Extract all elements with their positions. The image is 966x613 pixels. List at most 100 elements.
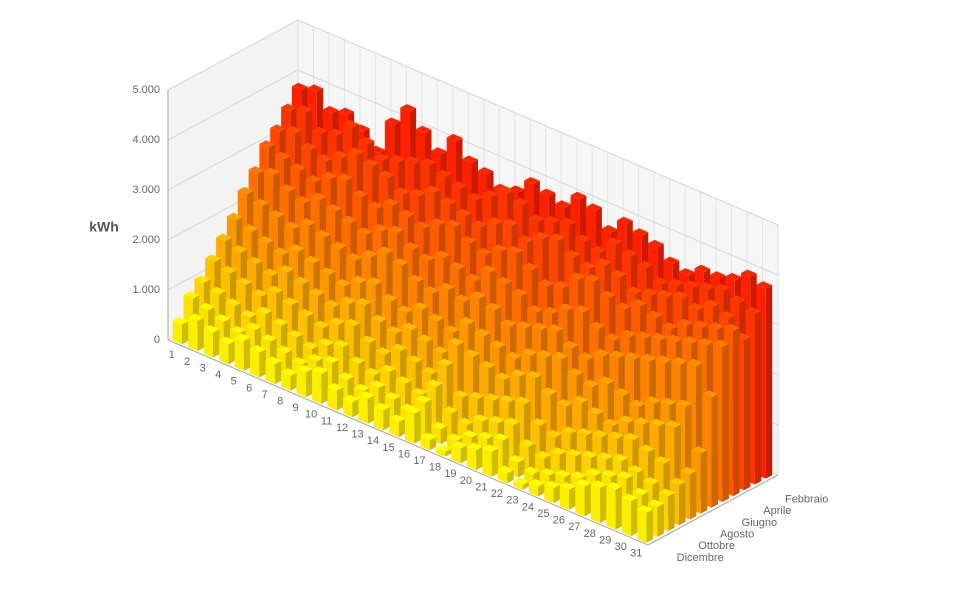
bar-top: [372, 224, 389, 232]
bar-front: [389, 418, 399, 437]
bar-side: [197, 317, 204, 351]
bar: [497, 465, 514, 484]
bar-side: [569, 486, 576, 510]
bar-top: [702, 390, 718, 398]
bar-top: [496, 276, 513, 285]
bar-top: [528, 479, 545, 487]
bar-top: [575, 478, 592, 487]
bar-side: [425, 399, 432, 438]
bar-top: [226, 212, 243, 221]
bar: [389, 414, 406, 437]
bar-top: [216, 233, 232, 242]
bar-top: [610, 269, 627, 278]
bar-top: [513, 477, 530, 485]
bar-top: [692, 320, 709, 328]
bar-top: [462, 430, 479, 438]
bar-top: [183, 291, 200, 299]
bar-top: [708, 322, 725, 330]
bar-top: [279, 184, 296, 192]
bar-top: [691, 446, 708, 454]
bar-top: [600, 290, 616, 299]
bar-top: [719, 311, 735, 319]
bar-front: [420, 436, 430, 451]
bar-top: [627, 465, 644, 473]
x-tick-label: 11: [321, 415, 332, 427]
bar-front: [172, 320, 182, 345]
bar-side: [600, 484, 607, 523]
bar-side: [274, 360, 282, 385]
bar-top: [569, 272, 585, 280]
bar-top: [745, 307, 762, 315]
bar-top: [508, 185, 525, 193]
bar-top: [559, 217, 576, 226]
bar-top: [412, 302, 429, 310]
bar-top: [209, 286, 226, 295]
bar-top: [638, 444, 655, 453]
bar-front: [590, 484, 601, 523]
bar-top: [615, 302, 632, 310]
x-tick-label: 20: [460, 475, 472, 487]
bar-side: [668, 492, 675, 532]
bar-top: [703, 299, 720, 308]
bar-top: [268, 210, 285, 218]
bar-top: [524, 177, 540, 185]
bar-top: [310, 192, 327, 200]
bar-top: [621, 249, 638, 257]
bar-top: [426, 379, 443, 387]
bar-top: [468, 391, 485, 400]
bar-side: [700, 450, 708, 514]
bar-top: [660, 397, 677, 406]
bar-side: [631, 497, 638, 537]
bar-top: [287, 330, 304, 338]
bar-side: [518, 459, 525, 478]
bar-top: [446, 433, 463, 441]
bar-front: [312, 370, 322, 404]
bar-top: [590, 480, 607, 488]
bar-top: [669, 477, 686, 486]
bar-top: [278, 265, 294, 273]
bar-front: [296, 368, 306, 398]
bar: [482, 444, 499, 477]
bar: [327, 383, 344, 411]
bar-front: [451, 444, 461, 464]
bar-top: [536, 350, 553, 358]
bar-top: [281, 103, 297, 112]
bar-top: [225, 298, 242, 306]
bar: [420, 432, 437, 451]
bar-side: [259, 349, 266, 378]
bar-top: [453, 390, 469, 398]
bar-top: [462, 155, 478, 163]
bar-top: [338, 372, 355, 380]
bar-top: [471, 220, 488, 228]
bar-top: [508, 455, 525, 463]
bar-top: [474, 328, 491, 337]
bar-top: [558, 303, 574, 311]
bar-top: [699, 282, 715, 290]
bar-top: [522, 262, 539, 271]
bar-top: [645, 396, 661, 404]
bar-side: [584, 482, 592, 517]
bar-top: [617, 216, 633, 225]
bar-top: [666, 334, 683, 343]
bar-top: [350, 275, 367, 284]
bar-top: [570, 471, 587, 479]
bar-front: [374, 406, 384, 431]
bar-top: [595, 258, 612, 266]
bar-top: [231, 245, 248, 253]
x-tick-label: 24: [522, 501, 534, 513]
x-tick-label: 16: [398, 448, 410, 460]
y-tick-label: 1.000: [132, 284, 160, 296]
bar-top: [188, 313, 204, 321]
x-tick-label: 7: [262, 389, 268, 401]
bar-top: [256, 306, 273, 315]
bar-top: [367, 201, 384, 209]
bar-side: [451, 410, 458, 439]
bar-top: [276, 345, 293, 354]
bar-side: [502, 437, 509, 471]
bar-top: [527, 305, 544, 313]
depth-tick-label: Aprile: [763, 505, 791, 517]
bar-top: [686, 358, 703, 367]
bar-top: [465, 273, 482, 282]
bar-top: [466, 193, 483, 201]
bar-side: [711, 394, 718, 508]
